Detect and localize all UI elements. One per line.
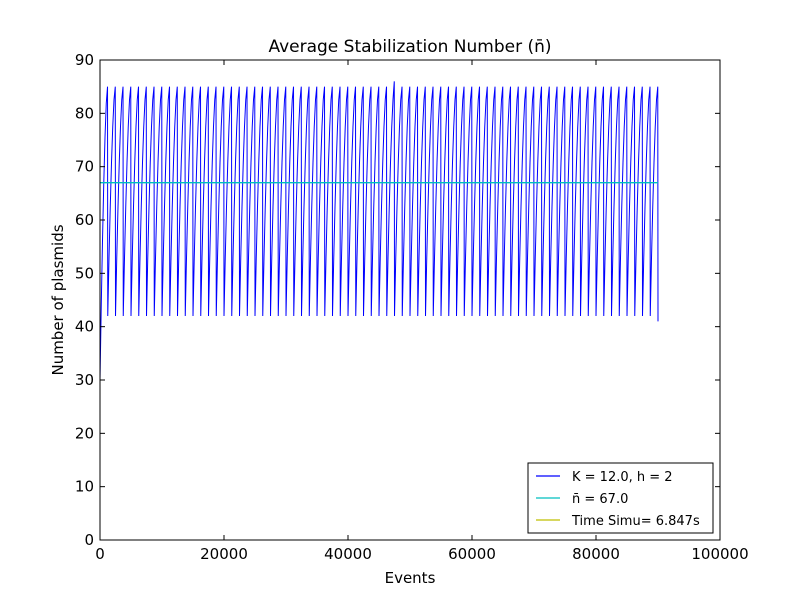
x-axis-label: Events: [385, 569, 436, 587]
y-tick-label: 10: [75, 478, 94, 496]
legend-entry-2: Time Simu= 6.847s: [571, 514, 700, 529]
legend: K = 12.0, h = 2 n̄ = 67.0 Time Simu= 6.8…: [527, 462, 714, 534]
y-tick-label: 70: [75, 158, 94, 176]
legend-entry-0: K = 12.0, h = 2: [572, 470, 673, 485]
x-tick-label: 60000: [448, 545, 496, 563]
plot-area: [99, 59, 721, 541]
legend-entry-1: n̄ = 67.0: [572, 492, 628, 507]
y-tick-label: 20: [75, 424, 94, 442]
y-tick-label: 40: [75, 318, 94, 336]
chart-title: Average Stabilization Number (n̄): [268, 37, 551, 57]
y-tick-label: 0: [84, 531, 94, 549]
x-tick-label: 80000: [572, 545, 620, 563]
x-tick-label: 0: [95, 545, 105, 563]
x-tick-label: 100000: [691, 545, 748, 563]
plot-frame: [99, 59, 721, 541]
x-axis-ticks: 0 20000 40000 60000 80000 100000: [95, 60, 749, 563]
y-axis-ticks: 0 10 20 30 40 50 60 70 80 90: [75, 51, 720, 549]
y-tick-label: 60: [75, 211, 94, 229]
series-layer: [99, 81, 659, 381]
y-tick-label: 80: [75, 104, 94, 122]
y-tick-label: 90: [75, 51, 94, 69]
y-tick-label: 50: [75, 264, 94, 282]
x-tick-label: 20000: [200, 545, 248, 563]
y-axis-label: Number of plasmids: [49, 224, 67, 375]
x-tick-label: 40000: [324, 545, 372, 563]
y-tick-label: 30: [75, 371, 94, 389]
series-line-k12: [99, 81, 659, 381]
